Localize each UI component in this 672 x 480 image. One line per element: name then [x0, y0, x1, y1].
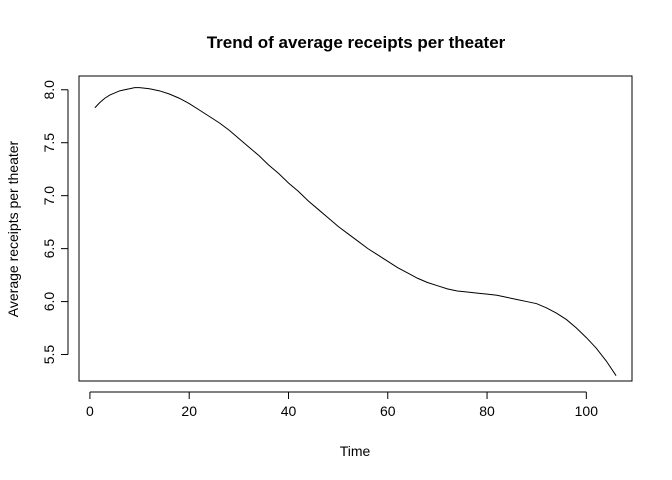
y-tick-label: 5.5 — [41, 345, 57, 365]
plot-area-border — [78, 75, 633, 382]
x-tick-label: 60 — [380, 403, 396, 419]
x-tick-label: 20 — [181, 403, 197, 419]
x-tick-label: 0 — [86, 403, 94, 419]
chart-title: Trend of average receipts per theater — [207, 33, 506, 52]
series-layer — [94, 87, 617, 376]
x-tick-label: 80 — [479, 403, 495, 419]
x-axis: 0 20 40 60 80 100 — [86, 391, 599, 419]
y-tick-label: 6.5 — [41, 239, 57, 259]
y-tick-label: 7.5 — [41, 133, 57, 153]
x-tick-label: 40 — [281, 403, 297, 419]
y-tick-label: 7.0 — [41, 186, 57, 206]
x-tick-label: 100 — [575, 403, 599, 419]
y-axis: 5.5 6.0 6.5 7.0 7.5 8.0 — [41, 80, 69, 365]
y-tick-label: 8.0 — [41, 80, 57, 100]
x-axis-label: Time — [340, 443, 371, 459]
y-axis-label: Average receipts per theater — [5, 140, 21, 317]
series-line — [94, 87, 617, 376]
y-tick-label: 6.0 — [41, 292, 57, 312]
